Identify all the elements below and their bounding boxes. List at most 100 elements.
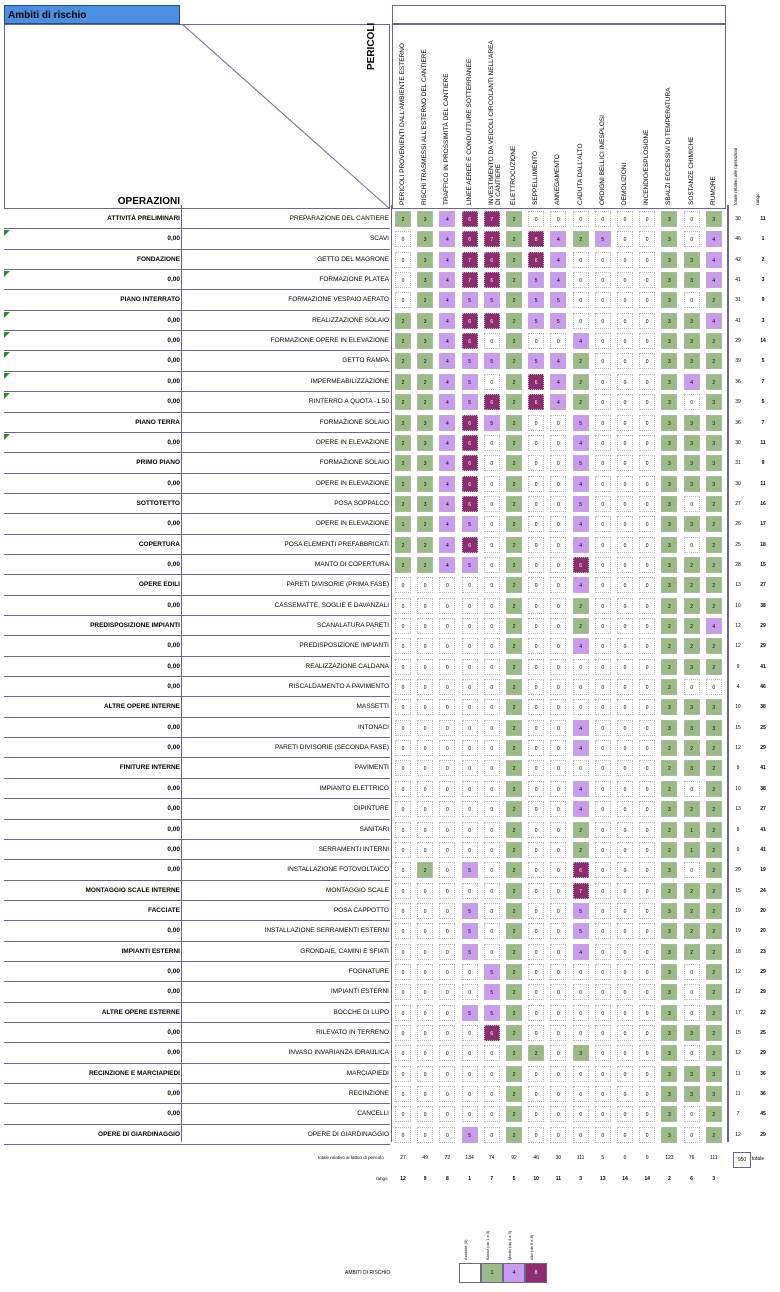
risk-cell: 0	[639, 1025, 656, 1041]
risk-cell: 0	[528, 923, 545, 940]
operation-total: 13	[735, 582, 741, 589]
risk-cell: 0	[417, 719, 434, 736]
risk-cell: 0	[439, 740, 456, 757]
row-divider	[4, 818, 390, 820]
phase-label: FACCIATE	[147, 906, 180, 914]
operation-rank: 41	[760, 765, 766, 772]
risk-cell: 0	[639, 556, 656, 573]
operation-total: 12	[735, 745, 741, 752]
risk-cell: 0	[439, 821, 456, 838]
risk-cell: 0	[617, 1106, 633, 1123]
risk-cell: 0	[617, 679, 633, 696]
hazard-header: SBALZI ECCESSIVI DI TEMPERATURA	[665, 87, 673, 205]
operation-total: 30	[735, 439, 741, 446]
risk-cell: 0	[439, 862, 456, 879]
risk-cell: 0	[683, 1106, 700, 1123]
risk-cell: 0	[550, 556, 567, 573]
hazard-rank: 14	[622, 1176, 628, 1183]
risk-cell: 3	[661, 373, 678, 390]
risk-cell: 0	[395, 272, 411, 289]
risk-cell: 0	[594, 577, 611, 594]
risk-cell: 4	[439, 434, 456, 451]
risk-cell: 0	[617, 923, 633, 940]
phase-label: OPERE DI GIARDINAGGIO	[98, 1130, 180, 1138]
hazard-total: 49	[422, 1155, 428, 1162]
risk-cell: 0	[639, 1004, 656, 1021]
risk-cell: 0	[461, 801, 478, 818]
operation-total: 36	[735, 419, 741, 426]
row-divider	[4, 370, 390, 372]
hazard-header: CADUTA DALL'ALTO	[576, 143, 584, 205]
risk-cell: 0	[417, 740, 434, 757]
risk-cell: 6	[483, 272, 500, 289]
risk-cell: 0	[594, 1065, 611, 1082]
phase-label: 0,00	[167, 377, 180, 385]
risk-cell: 0	[550, 882, 567, 899]
risk-cell: 2	[506, 963, 522, 980]
risk-cell: 0	[550, 618, 567, 634]
comment-flag-icon	[4, 332, 10, 339]
operation-total: 15	[735, 724, 741, 731]
risk-cell: 3	[683, 719, 700, 736]
rank-row-label: rango	[376, 1176, 388, 1182]
risk-cell: 2	[705, 638, 722, 655]
risk-cell: 0	[594, 943, 611, 960]
risk-cell: 0	[594, 292, 611, 309]
sheet-title: Ambiti di rischio	[4, 5, 180, 24]
risk-cell: 4	[572, 475, 589, 492]
risk-cell: 0	[594, 658, 611, 675]
risk-cell: 0	[483, 1065, 500, 1082]
phase-label: 0,00	[167, 744, 180, 752]
risk-cell: 0	[617, 1045, 633, 1062]
risk-cell: 0	[417, 638, 434, 655]
risk-cell: 2	[572, 618, 589, 634]
risk-cell: 3	[417, 211, 434, 227]
risk-cell: 0	[483, 923, 500, 940]
operation-rank: 27	[760, 582, 766, 589]
operation-rank: 29	[760, 1131, 766, 1138]
risk-cell: 0	[683, 679, 700, 696]
hazard-totals-label: totale relativo ai fattori di pericolo	[318, 1155, 384, 1161]
risk-cell: 0	[417, 597, 434, 614]
row-divider	[4, 248, 390, 250]
hazard-header: TRAFFICO IN PROSSIMITÀ DEL CANTIERE	[443, 73, 451, 205]
risk-cell: 0	[528, 434, 545, 451]
risk-cell: 0	[483, 780, 500, 797]
risk-cell: 2	[506, 231, 522, 248]
risk-cell: 2	[506, 292, 522, 309]
risk-cell: 2	[395, 434, 411, 451]
risk-cell: 2	[661, 780, 678, 797]
risk-cell: 4	[572, 780, 589, 797]
risk-cell: 2	[705, 760, 722, 777]
risk-cell: 0	[439, 963, 456, 980]
risk-cell: 3	[661, 923, 678, 940]
phase-label: 0,00	[167, 988, 180, 996]
risk-cell: 0	[483, 902, 500, 919]
phase-label: 0,00	[167, 357, 180, 365]
risk-cell: 0	[417, 618, 434, 634]
risk-cell: 0	[572, 679, 589, 696]
risk-cell: 6	[483, 312, 500, 329]
risk-cell: 0	[617, 414, 633, 431]
risk-cell: 0	[417, 679, 434, 696]
operation-total: 9	[736, 846, 740, 853]
risk-cell: 2	[417, 353, 434, 370]
risk-cell: 0	[617, 455, 633, 472]
risk-cell: 0	[594, 841, 611, 858]
risk-cell: 3	[661, 1126, 678, 1143]
risk-cell: 0	[617, 211, 633, 227]
risk-cell: 0	[594, 414, 611, 431]
totals-divider	[727, 205, 729, 1142]
operation-rank: 29	[760, 623, 766, 629]
operation-rank: 9	[761, 460, 765, 467]
risk-cell: 2	[506, 414, 522, 431]
risk-cell: 0	[683, 231, 700, 248]
risk-cell: 2	[705, 658, 722, 675]
risk-cell: 5	[483, 963, 500, 980]
risk-cell: 0	[550, 923, 567, 940]
risk-cell: 0	[528, 780, 545, 797]
risk-cell: 0	[417, 1086, 434, 1103]
risk-cell: 3	[705, 719, 722, 736]
risk-cell: 0	[550, 821, 567, 838]
phase-label: 0,00	[167, 723, 180, 731]
